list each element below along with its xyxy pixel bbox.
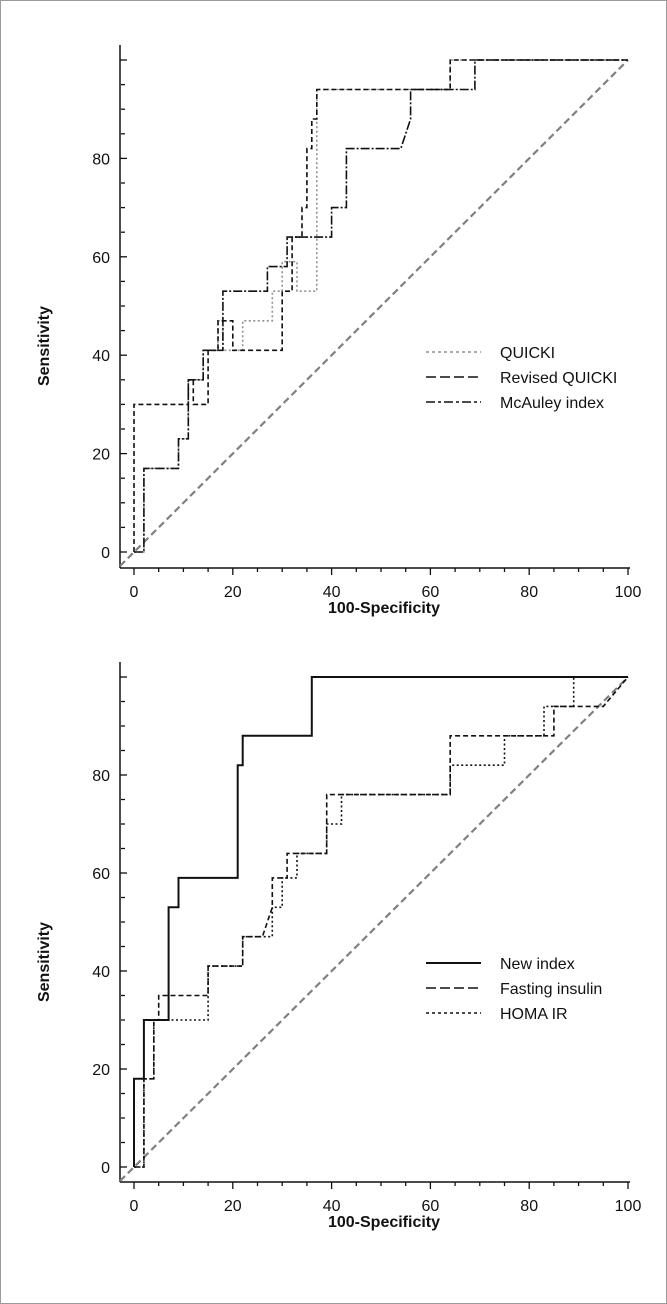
y-axis-title: Sensitivity [36, 306, 53, 386]
y-tick-label: 40 [92, 348, 110, 365]
x-tick-label: 0 [130, 584, 139, 601]
legend-label: McAuley index [500, 395, 604, 412]
legend-label: Fasting insulin [500, 981, 602, 998]
reference-diagonal-line [119, 59, 629, 567]
legend-label: HOMA IR [500, 1006, 568, 1023]
legend-label: Revised QUICKI [500, 370, 617, 387]
x-tick-label: 100 [615, 584, 642, 601]
y-tick-label: 20 [92, 1062, 110, 1079]
y-tick-label: 60 [92, 866, 110, 883]
y-tick-label: 20 [92, 447, 110, 464]
x-tick-label: 40 [323, 584, 341, 601]
y-tick-label: 80 [92, 151, 110, 168]
y-tick-label: 40 [92, 964, 110, 981]
y-tick-label: 0 [101, 1160, 110, 1177]
x-axis-title: 100-Specificity [328, 1214, 440, 1231]
series-line-mcauley-index [134, 59, 628, 553]
x-tick-label: 40 [323, 1198, 341, 1215]
y-tick-label: 80 [92, 768, 110, 785]
series-line-revised-quicki [133, 59, 628, 552]
series-line-new-index [133, 676, 628, 1167]
reference-diagonal-line [119, 676, 629, 1182]
x-axis-title: 100-Specificity [328, 600, 440, 617]
legend-label: QUICKI [500, 345, 555, 362]
y-tick-label: 0 [101, 545, 110, 562]
x-tick-label: 20 [224, 1198, 242, 1215]
y-axis-title: Sensitivity [36, 922, 53, 1002]
x-tick-label: 80 [520, 1198, 538, 1215]
x-tick-label: 100 [615, 1198, 642, 1215]
x-tick-label: 80 [520, 584, 538, 601]
x-tick-label: 60 [422, 584, 440, 601]
x-tick-label: 0 [130, 1198, 139, 1215]
roc-chart-1: 0 20 40 60 80 0 20 40 60 80 100 100-Specificity Sens… [36, 45, 641, 617]
x-tick-label: 20 [224, 584, 242, 601]
y-tick-label: 60 [92, 250, 110, 267]
roc-chart-2: 0 20 40 60 80 0 20 40 60 80 100 100-Specificity Sens… [36, 662, 641, 1231]
x-tick-label: 60 [422, 1198, 440, 1215]
legend-label: New index [500, 956, 575, 973]
